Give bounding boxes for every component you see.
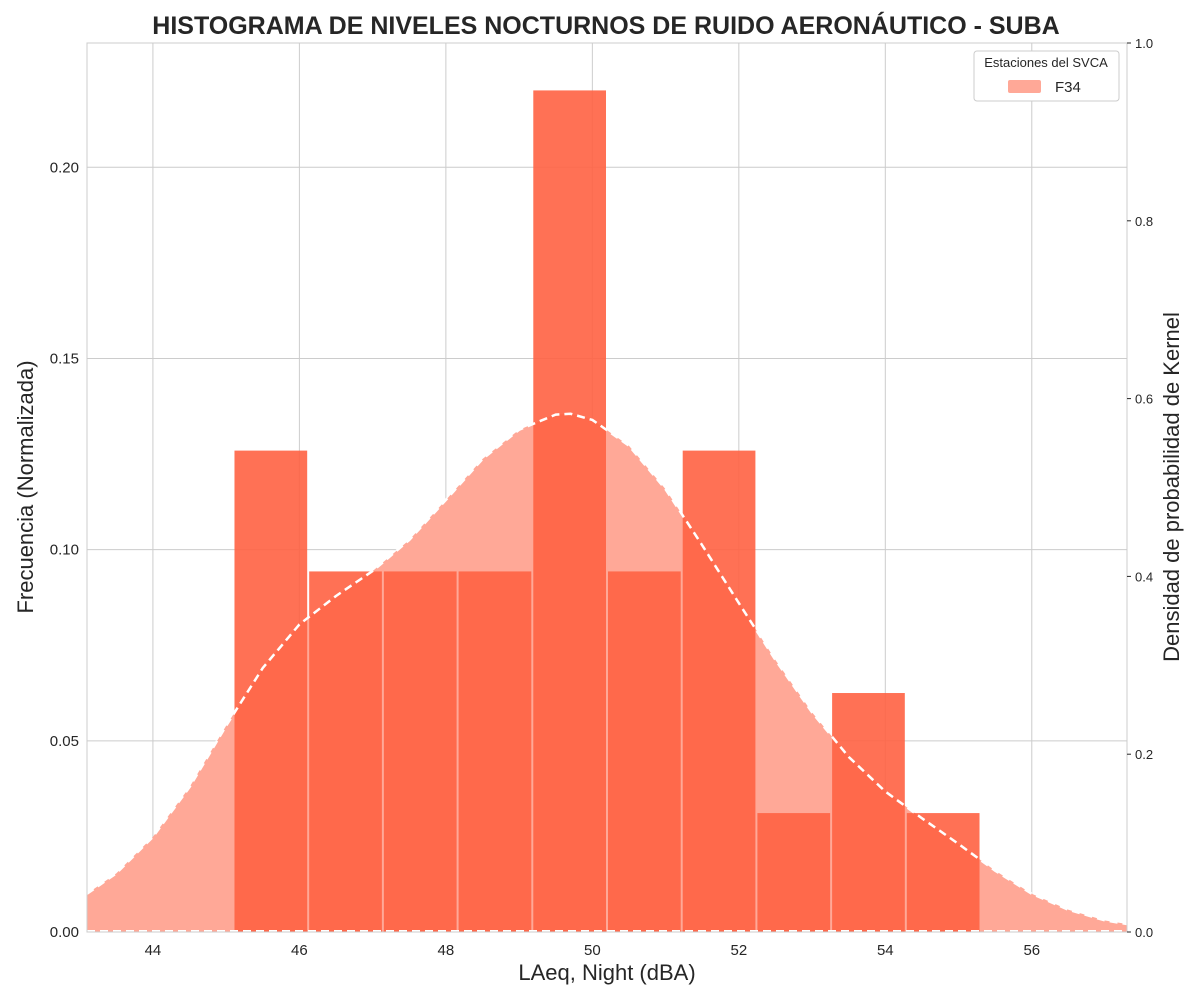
legend: Estaciones del SVCA F34 — [973, 50, 1120, 102]
histogram-bar-4 — [533, 90, 606, 932]
legend-title: Estaciones del SVCA — [984, 55, 1108, 70]
histogram-bar-9 — [906, 813, 980, 932]
x-tick-label-4: 52 — [730, 942, 747, 959]
histogram-bar-3 — [458, 571, 532, 932]
y2-tick-label-5: 1.0 — [1135, 36, 1153, 51]
histogram-bar-0 — [234, 450, 308, 932]
x-tick-label-6: 56 — [1023, 942, 1040, 959]
y2-tick-label-1: 0.2 — [1135, 747, 1153, 762]
histogram-bar-1 — [309, 571, 382, 932]
y-tick-label-0: 0.00 — [50, 924, 79, 941]
kde-curve-line — [86, 412, 1128, 926]
y-tick-label-3: 0.15 — [50, 350, 79, 367]
y-axis-label: Frecuencia (Normalizada) — [13, 360, 38, 613]
histogram-bar-5 — [608, 571, 681, 932]
y2-tick-label-3: 0.6 — [1135, 392, 1153, 407]
y2-axis-label: Densidad de probabilidad de Kernel — [1159, 312, 1184, 662]
y2-tick-label-0: 0.0 — [1135, 925, 1153, 940]
x-tick-label-3: 50 — [584, 942, 601, 959]
legend-entry-f34: F34 — [1055, 79, 1081, 96]
histogram-bar-2 — [383, 571, 457, 932]
kde-line-layer — [86, 412, 1128, 932]
y2-tick-label-2: 0.4 — [1135, 569, 1153, 584]
x-tick-label-5: 54 — [877, 942, 894, 959]
y-tick-label-4: 0.20 — [50, 159, 79, 176]
y2-tick-labels: 0.0 0.2 0.4 0.6 0.8 1.0 — [1127, 36, 1153, 940]
x-axis-label: LAeq, Night (dBA) — [518, 960, 695, 985]
y2-tick-label-4: 0.8 — [1135, 214, 1153, 229]
plot-frame — [86, 42, 1128, 933]
histogram-bar-8 — [832, 693, 905, 932]
y-tick-label-2: 0.10 — [50, 542, 79, 559]
x-tick-label-1: 46 — [291, 942, 308, 959]
histogram-bar-7 — [757, 813, 831, 932]
x-tick-label-0: 44 — [145, 942, 162, 959]
y-tick-label-1: 0.05 — [50, 733, 79, 750]
x-tick-label-2: 48 — [438, 942, 455, 959]
chart-title: HISTOGRAMA DE NIVELES NOCTURNOS DE RUIDO… — [152, 11, 1059, 40]
histogram-bar-6 — [682, 450, 756, 932]
legend-swatch-f34 — [1008, 80, 1041, 93]
x-tick-labels: 44 46 48 50 52 54 56 — [145, 942, 1041, 959]
y-tick-labels: 0.00 0.05 0.10 0.15 0.20 — [50, 159, 79, 941]
